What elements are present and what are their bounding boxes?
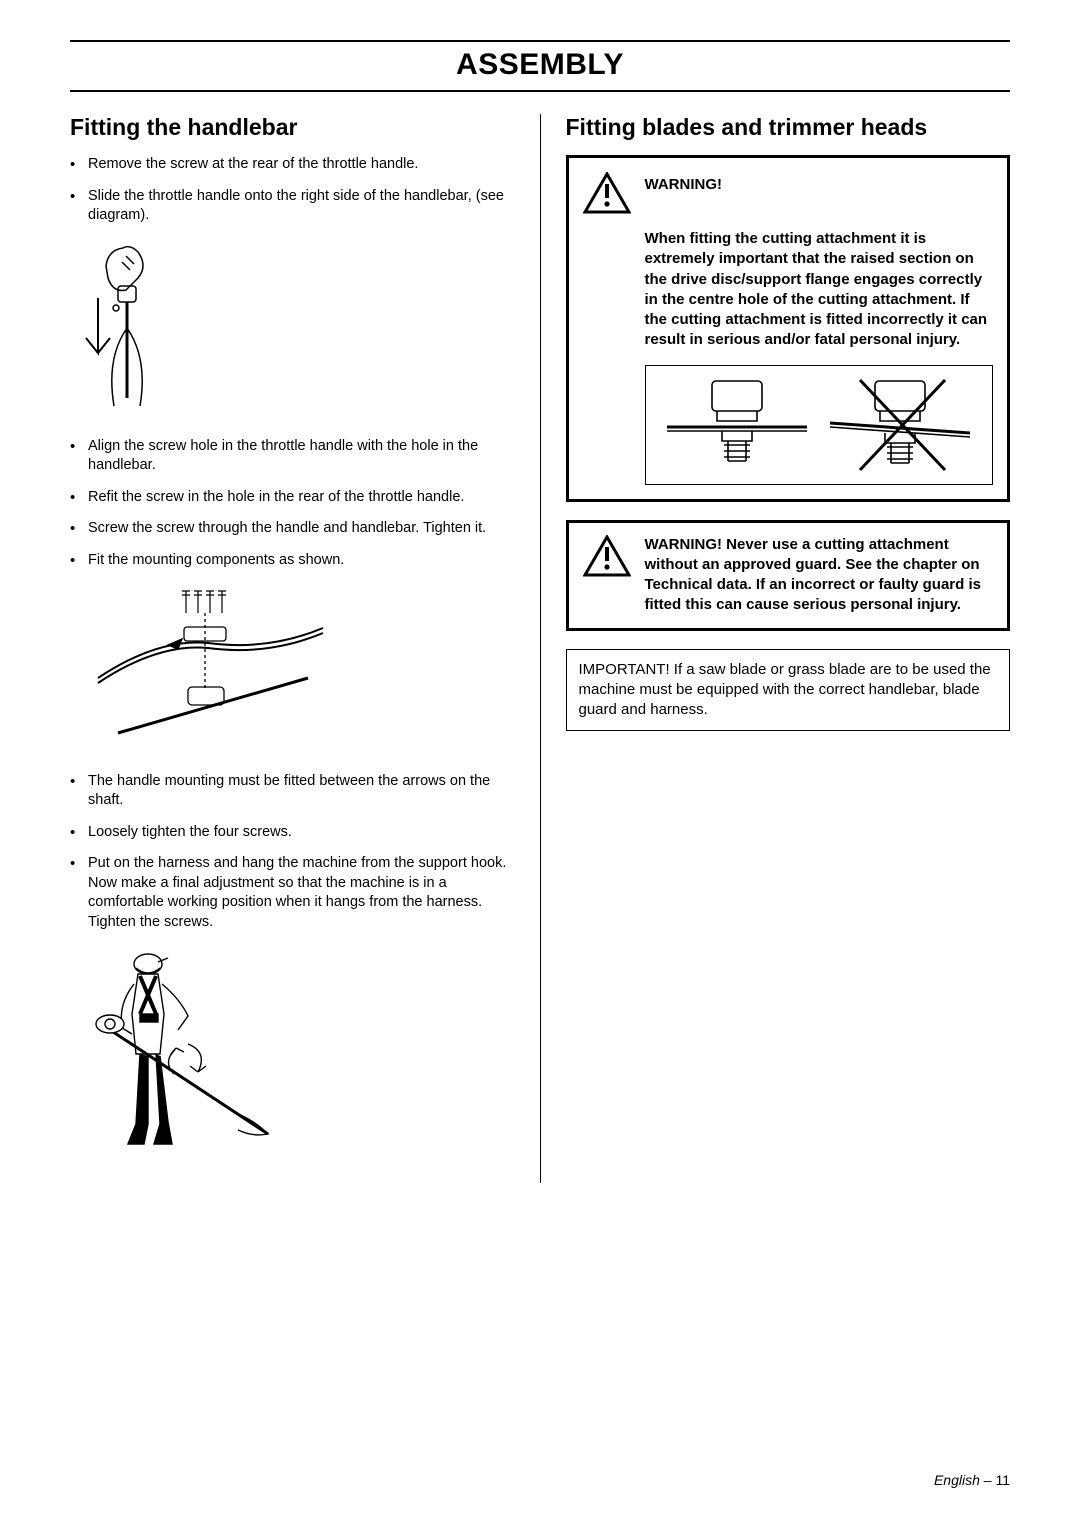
important-note-box: IMPORTANT! If a saw blade or grass blade…: [566, 649, 1011, 732]
warning-body: When fitting the cutting attachment it i…: [645, 229, 994, 351]
right-heading: Fitting blades and trimmer heads: [566, 114, 1011, 141]
left-column: Fitting the handlebar Remove the screw a…: [70, 114, 541, 1183]
footer-page-number: 11: [995, 1472, 1010, 1488]
warning-title: WARNING!: [645, 172, 723, 193]
warning-body: WARNING! Never use a cutting attachment …: [645, 535, 994, 616]
mounting-components-diagram: [78, 583, 515, 758]
list-item: Slide the throttle handle onto the right…: [70, 187, 515, 226]
two-column-layout: Fitting the handlebar Remove the screw a…: [70, 114, 1010, 1183]
left-heading: Fitting the handlebar: [70, 114, 515, 141]
footer-language: English: [934, 1472, 980, 1488]
steps-group-b: Align the screw hole in the throttle han…: [70, 437, 515, 571]
right-column: Fitting blades and trimmer heads WARNING…: [541, 114, 1011, 1183]
operator-harness-diagram: [78, 944, 515, 1169]
warning-box-secondary: WARNING! Never use a cutting attachment …: [566, 520, 1011, 631]
footer-separator: –: [984, 1472, 996, 1488]
warning-icon: [583, 172, 631, 219]
page-footer: English – 11: [934, 1472, 1010, 1488]
list-item: Fit the mounting components as shown.: [70, 551, 515, 571]
flange-fit-diagram: [645, 365, 994, 485]
warning-box-primary: WARNING! When fitting the cutting attach…: [566, 155, 1011, 502]
list-item: The handle mounting must be fitted betwe…: [70, 772, 515, 811]
list-item: Refit the screw in the hole in the rear …: [70, 488, 515, 508]
list-item: Align the screw hole in the throttle han…: [70, 437, 515, 476]
list-item: Loosely tighten the four screws.: [70, 823, 515, 843]
page-title: ASSEMBLY: [70, 40, 1010, 92]
list-item: Put on the harness and hang the machine …: [70, 854, 515, 932]
steps-group-a: Remove the screw at the rear of the thro…: [70, 155, 515, 226]
throttle-handle-diagram: [78, 238, 515, 423]
steps-group-c: The handle mounting must be fitted betwe…: [70, 772, 515, 933]
warning-icon: [583, 535, 631, 582]
list-item: Screw the screw through the handle and h…: [70, 519, 515, 539]
list-item: Remove the screw at the rear of the thro…: [70, 155, 515, 175]
